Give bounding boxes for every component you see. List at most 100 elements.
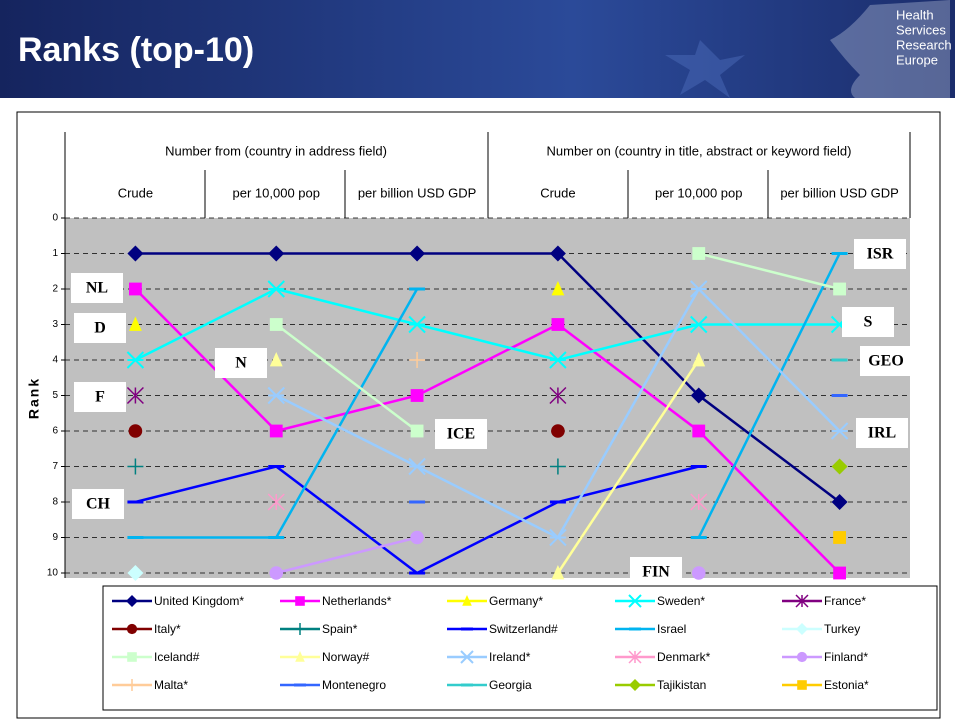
marker <box>549 245 566 262</box>
marker <box>126 386 144 405</box>
marker <box>127 652 137 662</box>
marker <box>267 493 285 511</box>
column-label: per 10,000 pop <box>655 185 742 200</box>
annotation: GEO <box>868 353 904 370</box>
column-label: per billion USD GDP <box>358 185 477 200</box>
marker <box>831 494 848 510</box>
marker <box>410 389 424 402</box>
marker <box>269 424 283 438</box>
legend-label: Georgia <box>489 678 532 692</box>
series-line <box>134 288 841 574</box>
marker <box>295 651 305 662</box>
marker <box>551 424 565 438</box>
marker <box>126 623 138 635</box>
marker <box>833 566 846 580</box>
series-line <box>134 287 840 362</box>
annotation: D <box>94 320 106 337</box>
legend-label: United Kingdom* <box>154 594 244 608</box>
marker <box>295 596 305 606</box>
marker <box>629 679 641 691</box>
legend-label: France* <box>824 594 866 608</box>
annotation-box <box>74 382 126 412</box>
series-line <box>275 536 418 575</box>
y-axis-label: Rank <box>26 377 42 419</box>
annotation: N <box>235 355 247 372</box>
marker <box>549 528 567 547</box>
annotation: NL <box>86 280 108 297</box>
annotation: F <box>95 389 105 406</box>
marker <box>126 679 138 691</box>
marker <box>267 386 285 405</box>
annotation: IRL <box>868 425 896 442</box>
marker <box>551 565 565 580</box>
legend-label: Sweden* <box>657 594 705 608</box>
legend-label: Estonia* <box>824 678 869 692</box>
marker <box>269 318 283 331</box>
annotation: ICE <box>447 426 475 443</box>
legend-label: Ireland* <box>489 650 531 664</box>
marker <box>833 531 846 544</box>
annotation-box <box>630 557 682 587</box>
marker <box>409 245 426 262</box>
logo-text: Services <box>896 22 946 37</box>
star-decoration <box>665 40 745 98</box>
y-tick-label: 7 <box>52 461 58 472</box>
logo-text: Health <box>896 7 934 22</box>
marker <box>268 245 285 262</box>
annotation-box <box>215 348 267 378</box>
y-tick-label: 6 <box>52 426 58 437</box>
marker <box>128 424 143 438</box>
marker <box>269 566 284 580</box>
legend-label: Israel <box>657 622 686 636</box>
y-tick-label: 9 <box>52 532 58 543</box>
legend-label: Denmark* <box>657 650 711 664</box>
chart-frame <box>16 111 941 719</box>
marker <box>129 282 142 296</box>
marker <box>126 351 145 369</box>
logo-text: Europe <box>896 52 938 67</box>
annotation: CH <box>86 496 111 513</box>
group-label: Number on (country in title, abstract or… <box>547 143 852 158</box>
legend-label: Norway# <box>322 650 370 664</box>
marker <box>690 493 708 511</box>
series-line <box>698 252 840 291</box>
series-line <box>135 252 841 503</box>
plot-area <box>65 218 910 578</box>
series-line <box>556 359 700 574</box>
y-tick-label: 5 <box>52 390 58 401</box>
marker <box>127 245 144 262</box>
marker <box>691 566 706 580</box>
marker <box>460 650 474 664</box>
marker <box>549 386 567 405</box>
marker <box>831 458 848 475</box>
column-label: per 10,000 pop <box>233 185 320 200</box>
column-label: Crude <box>540 185 575 200</box>
marker <box>551 281 565 296</box>
marker <box>796 651 808 663</box>
marker <box>797 680 807 690</box>
column-header-lines <box>64 132 911 218</box>
marker <box>408 457 426 476</box>
marker <box>795 594 809 608</box>
annotation-box <box>842 307 894 337</box>
marker <box>796 623 808 635</box>
marker <box>690 280 708 298</box>
annotation-box <box>854 239 906 269</box>
column-label: per billion USD GDP <box>780 185 899 200</box>
group-label: Number from (country in address field) <box>165 143 387 158</box>
marker <box>127 458 144 475</box>
y-tick-label: 2 <box>52 284 58 295</box>
annotation-box <box>856 418 908 448</box>
annotation: ISR <box>867 246 894 263</box>
annotation-box <box>71 273 123 303</box>
y-tick-label: 4 <box>52 355 58 366</box>
legend-label: Malta* <box>154 678 188 692</box>
legend-label: Tajikistan <box>657 678 706 692</box>
column-label: Crude <box>118 185 153 200</box>
marker <box>551 318 565 331</box>
header-band <box>0 0 955 98</box>
marker <box>269 352 283 367</box>
map-decoration <box>830 0 950 98</box>
marker <box>408 315 426 334</box>
legend-label: Spain* <box>322 622 358 636</box>
